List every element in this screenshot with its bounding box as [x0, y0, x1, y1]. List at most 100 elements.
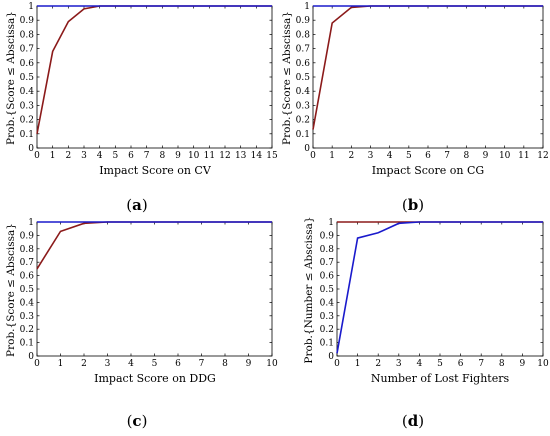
y-tick-label: 1 [328, 218, 334, 228]
x-tick-label: 2 [375, 359, 381, 369]
y-tick-label: 0 [328, 352, 334, 362]
x-tick-label: 7 [199, 359, 205, 369]
x-tick-label: 12 [219, 151, 230, 161]
plot-area [36, 5, 273, 149]
y-axis-label: Prob.{Score ≤ Abscissa} [5, 223, 17, 357]
x-tick-label: 6 [458, 359, 464, 369]
x-axis-label: Impact Score on DDG [94, 372, 216, 385]
y-tick-label: 0.9 [320, 231, 335, 241]
x-tick-label: 10 [499, 151, 511, 161]
x-tick-label: 10 [266, 359, 278, 369]
y-tick-label: 0.9 [20, 16, 35, 26]
panel-label: (c) [127, 412, 148, 430]
x-tick-label: 9 [520, 359, 526, 369]
series-line-red [312, 5, 543, 130]
y-tick-label: 0.2 [296, 116, 310, 126]
series-line-blue [336, 221, 543, 354]
x-tick-label: 13 [235, 151, 247, 161]
y-tick-label: 0.5 [20, 73, 35, 83]
x-tick-label: 4 [128, 359, 134, 369]
x-tick-label: 3 [81, 151, 87, 161]
x-tick-label: 5 [437, 359, 443, 369]
x-tick-label: 3 [396, 359, 402, 369]
x-tick-label: 6 [128, 151, 134, 161]
x-tick-label: 8 [159, 151, 165, 161]
x-tick-label: 2 [81, 359, 87, 369]
y-tick-label: 0.7 [20, 45, 35, 55]
y-tick-label: 0.6 [296, 59, 311, 69]
panel-label: (d) [402, 412, 424, 430]
y-tick-label: 1 [304, 2, 310, 12]
y-tick-label: 0.6 [20, 272, 35, 282]
y-tick-label: 0.8 [296, 30, 311, 40]
series-line-red [36, 5, 272, 134]
x-tick-label: 9 [175, 151, 181, 161]
panel-label: (a) [126, 196, 147, 214]
y-tick-label: 0.3 [296, 101, 311, 111]
x-tick-label: 14 [251, 151, 263, 161]
x-tick-label: 1 [355, 359, 361, 369]
chart-panel-c: 0 1 2 3 4 5 6 7 8 9 1000.10.20.30.40.50.60.70.80.9… [5, 218, 278, 430]
x-tick-label: 1 [58, 359, 64, 369]
x-tick-label: 0 [310, 151, 316, 161]
x-tick-label: 7 [144, 151, 150, 161]
x-tick-label: 5 [152, 359, 158, 369]
y-tick-label: 0.3 [20, 312, 35, 322]
y-axis-label: Prob.{Score ≤ Abscissa} [281, 11, 293, 145]
x-tick-label: 3 [105, 359, 111, 369]
x-tick-label: 0 [334, 359, 340, 369]
x-tick-label: 12 [537, 151, 548, 161]
y-tick-label: 0.3 [20, 101, 35, 111]
y-tick-label: 0.1 [20, 130, 34, 140]
y-tick-label: 0.5 [320, 285, 335, 295]
y-tick-label: 0 [28, 352, 34, 362]
y-tick-label: 0.8 [320, 245, 335, 255]
y-tick-label: 1 [28, 218, 34, 228]
y-tick-label: 0 [304, 144, 310, 154]
chart-panel-b: 0 1 2 3 4 5 6 7 8 9 10 11 1200.10.20.30.40.50.60.70.… [281, 2, 549, 214]
y-tick-label: 0.2 [320, 325, 334, 335]
x-tick-label: 4 [417, 359, 423, 369]
y-tick-label: 0.8 [20, 245, 35, 255]
y-axis-label: Prob.{Score ≤ Abscissa} [5, 11, 17, 145]
x-tick-label: 10 [537, 359, 549, 369]
x-tick-label: 0 [34, 359, 40, 369]
y-tick-label: 0.4 [320, 298, 335, 308]
x-tick-label: 15 [266, 151, 278, 161]
y-axis-label: Prob.{Number ≤ Abscissa} [303, 216, 315, 363]
x-tick-label: 0 [34, 151, 40, 161]
x-tick-label: 4 [97, 151, 103, 161]
x-tick-label: 9 [246, 359, 252, 369]
plot-area [36, 221, 273, 357]
chart-panel-a: 0 1 2 3 4 5 6 7 8 9 10 11 12 13 14 1500.10.20.30.40.50.… [5, 2, 278, 214]
y-tick-label: 0.6 [20, 59, 35, 69]
y-tick-label: 0.2 [20, 325, 34, 335]
x-tick-label: 4 [387, 151, 393, 161]
y-tick-label: 0.5 [20, 285, 35, 295]
x-tick-label: 7 [478, 359, 484, 369]
panel-label: (b) [402, 196, 424, 214]
x-tick-label: 5 [406, 151, 412, 161]
x-tick-label: 2 [65, 151, 71, 161]
y-tick-label: 0.8 [20, 30, 35, 40]
x-tick-label: 8 [222, 359, 228, 369]
y-tick-label: 0.1 [20, 339, 34, 349]
y-tick-label: 0.7 [296, 45, 311, 55]
x-tick-label: 10 [188, 151, 200, 161]
x-tick-label: 9 [483, 151, 489, 161]
x-tick-label: 8 [499, 359, 505, 369]
y-tick-label: 1 [28, 2, 34, 12]
y-tick-label: 0.6 [320, 272, 335, 282]
x-tick-label: 6 [425, 151, 431, 161]
y-tick-label: 0.7 [320, 258, 335, 268]
y-tick-label: 0.9 [296, 16, 311, 26]
y-tick-label: 0.3 [320, 312, 335, 322]
y-tick-label: 0.9 [20, 231, 35, 241]
y-tick-label: 0.2 [20, 116, 34, 126]
chart-panel-d: 0 1 2 3 4 5 6 7 8 9 1000.10.20.30.40.50.60.70.80.9… [303, 216, 549, 430]
y-tick-label: 0.4 [296, 87, 311, 97]
x-tick-label: 11 [518, 151, 529, 161]
x-tick-label: 8 [463, 151, 469, 161]
x-tick-label: 7 [444, 151, 450, 161]
